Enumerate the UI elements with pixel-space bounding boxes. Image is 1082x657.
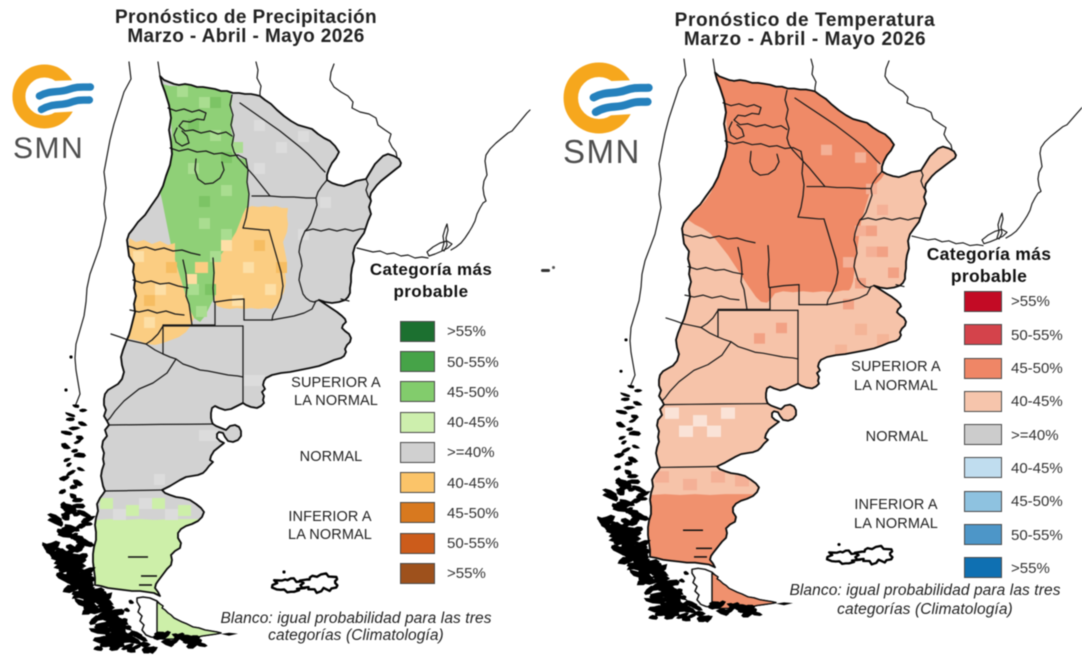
svg-text:SMN: SMN — [13, 132, 84, 165]
svg-text:SMN: SMN — [563, 133, 641, 170]
